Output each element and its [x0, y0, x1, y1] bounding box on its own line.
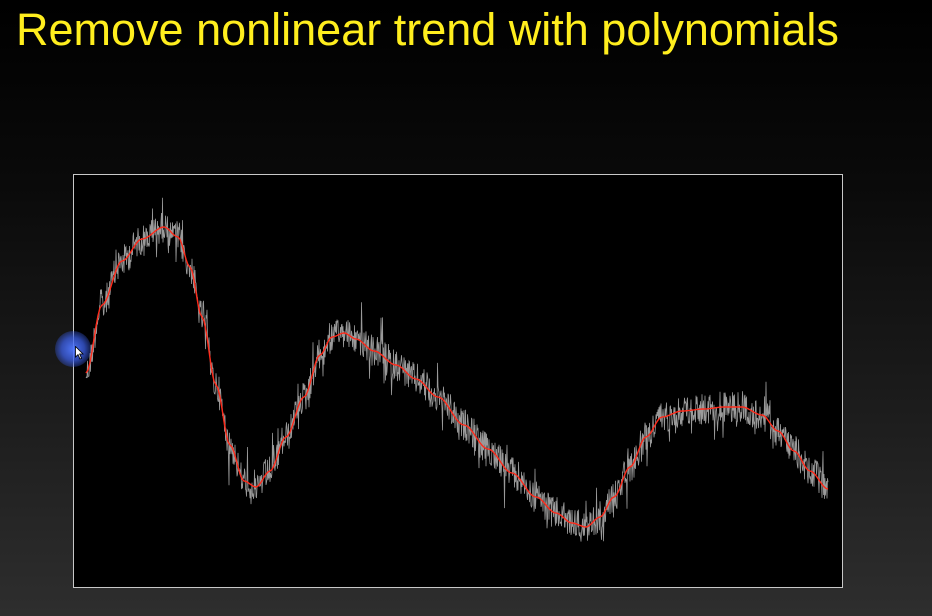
signal-plot: [85, 197, 829, 542]
pointer-arrow-icon: [75, 346, 84, 360]
noisy-signal-trace: [85, 197, 829, 542]
signal-plot-panel: [73, 174, 843, 588]
slide-title: Remove nonlinear trend with polynomials: [16, 4, 839, 55]
cursor-highlight: [55, 331, 91, 367]
polynomial-trend-line: [85, 226, 829, 528]
